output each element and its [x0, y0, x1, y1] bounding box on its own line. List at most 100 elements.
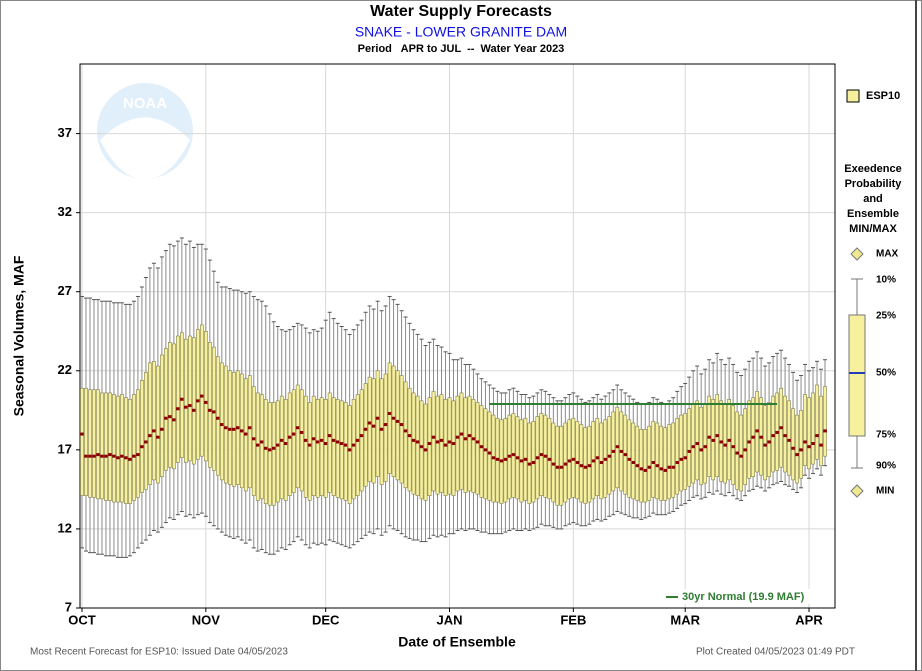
legend-title: Probability: [845, 178, 903, 190]
median: [819, 443, 823, 447]
box: [635, 425, 640, 501]
median: [307, 443, 312, 447]
median: [795, 453, 799, 457]
median: [815, 434, 819, 438]
box: [108, 392, 112, 501]
median: [755, 429, 759, 433]
x-tick-label: NOV: [192, 612, 221, 627]
median: [723, 443, 727, 447]
box: [259, 394, 264, 500]
median: [807, 445, 811, 449]
median: [259, 440, 264, 444]
box: [823, 386, 827, 457]
median: [823, 429, 827, 433]
box: [275, 400, 280, 503]
median: [431, 435, 436, 439]
box: [795, 414, 799, 484]
median: [743, 448, 747, 452]
median: [467, 434, 472, 438]
median: [803, 440, 807, 444]
box: [667, 424, 672, 500]
median: [447, 440, 452, 444]
median: [291, 432, 296, 436]
box: [251, 386, 256, 496]
median: [299, 430, 304, 434]
box: [579, 424, 584, 503]
median: [335, 440, 340, 444]
median: [371, 424, 376, 428]
median: [220, 423, 224, 427]
box: [411, 392, 416, 495]
box: [140, 380, 144, 493]
box: [391, 365, 396, 477]
median: [152, 429, 156, 433]
box: [371, 378, 376, 484]
median: [144, 440, 148, 444]
box: [631, 422, 636, 500]
legend-key-label: 75%: [876, 430, 896, 441]
box: [399, 375, 404, 484]
box: [659, 425, 664, 501]
median: [627, 457, 632, 461]
median: [419, 445, 424, 449]
median: [180, 397, 184, 401]
box: [295, 384, 300, 489]
box: [771, 395, 775, 473]
y-tick-label: 17: [58, 441, 72, 456]
median: [487, 451, 492, 455]
box: [375, 370, 380, 477]
median: [251, 437, 256, 441]
x-tick-label: JAN: [437, 612, 463, 627]
median: [679, 457, 684, 461]
median: [379, 427, 384, 431]
median: [132, 454, 136, 458]
legend-key-label: MIN: [876, 486, 894, 497]
normal-legend-bg: [660, 589, 825, 604]
box: [803, 394, 807, 466]
median: [267, 448, 272, 452]
box: [783, 395, 787, 473]
box: [723, 403, 727, 484]
box: [819, 395, 823, 466]
median: [687, 449, 691, 453]
box: [679, 414, 684, 492]
box: [747, 400, 751, 479]
box: [355, 394, 360, 496]
legend-title: MIN/MAX: [849, 223, 897, 235]
box: [363, 383, 368, 487]
median: [703, 445, 707, 449]
box: [643, 429, 648, 503]
median: [631, 461, 636, 465]
median: [539, 453, 544, 457]
median: [639, 467, 644, 471]
median: [715, 434, 719, 438]
normal-legend-label: 30yr Normal (19.9 MAF): [682, 591, 805, 603]
median: [475, 440, 480, 444]
box: [639, 429, 644, 503]
median: [148, 434, 152, 438]
median: [615, 445, 620, 449]
median: [204, 400, 208, 404]
legend-label: ESP10: [866, 90, 900, 102]
median: [751, 435, 755, 439]
median: [415, 440, 420, 444]
box: [120, 394, 124, 503]
box: [180, 332, 184, 459]
box: [459, 392, 464, 490]
median: [731, 445, 735, 449]
box: [184, 338, 188, 463]
box: [655, 422, 660, 500]
x-tick-label: FEB: [560, 612, 586, 627]
box: [315, 399, 320, 498]
median: [443, 443, 448, 447]
box: [116, 395, 120, 503]
box: [815, 384, 819, 460]
median: [323, 442, 328, 446]
box: [479, 405, 484, 498]
median: [651, 461, 656, 465]
median: [667, 465, 672, 469]
median: [104, 454, 108, 458]
median: [96, 453, 100, 457]
median: [471, 437, 476, 441]
median: [375, 416, 380, 420]
